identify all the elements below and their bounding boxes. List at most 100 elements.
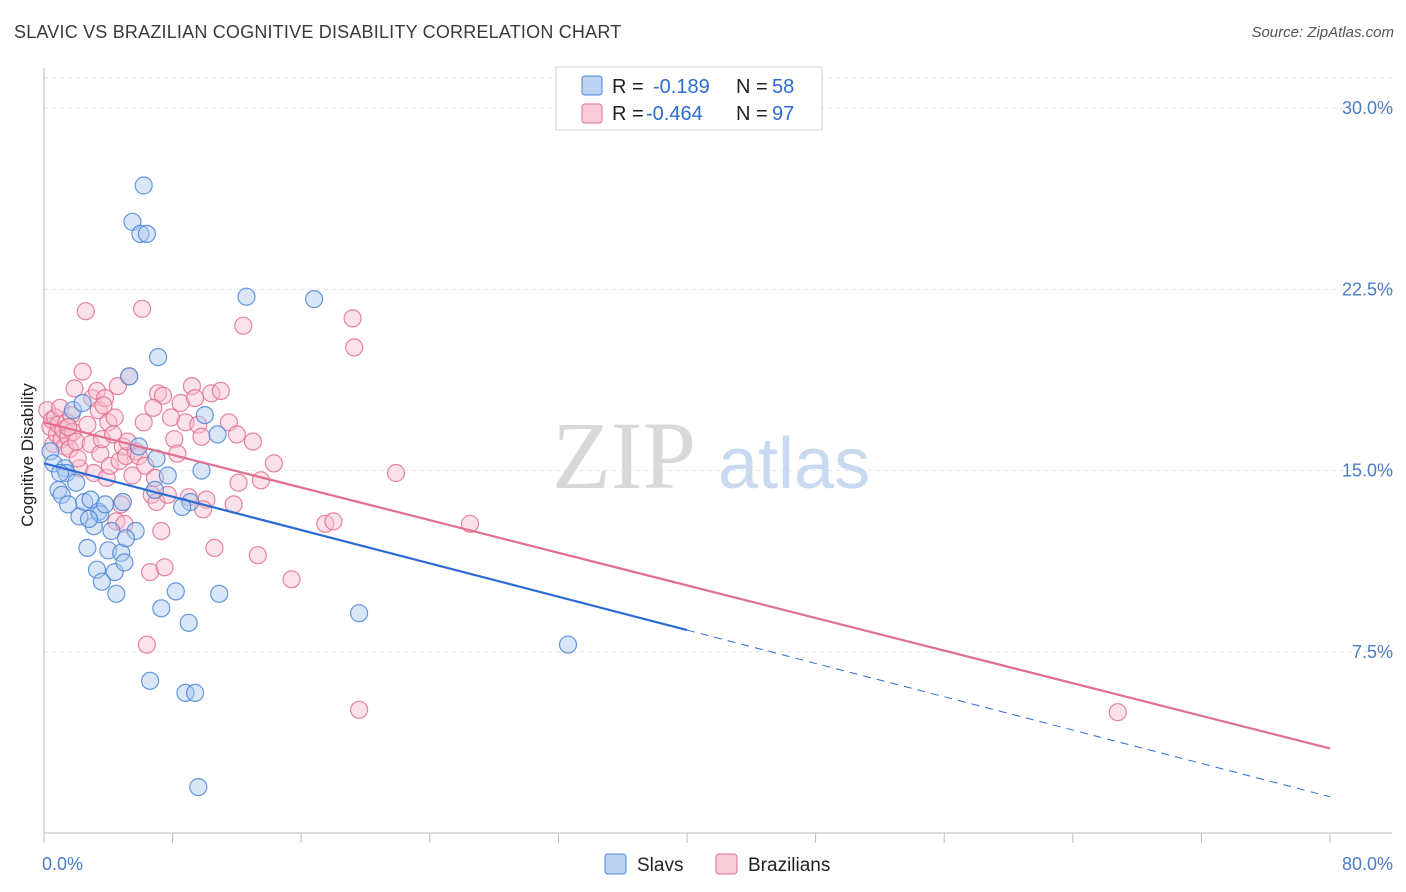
- slavs-point-10: [73, 393, 92, 413]
- brazilians-point-46: [133, 299, 152, 318]
- slavs-point-38: [158, 466, 177, 485]
- slavs-point-40: [176, 683, 195, 703]
- slavs-point-30: [131, 224, 150, 243]
- grid-lines: [44, 77, 1392, 653]
- slavs-point-15: [87, 560, 107, 579]
- slavs-point-23: [112, 543, 131, 562]
- brazilians-trend-line: [43, 421, 1331, 750]
- brazilians-point-20: [76, 302, 95, 321]
- slavs-point-18: [95, 495, 115, 514]
- axes: [43, 68, 1392, 843]
- x-tick-label-1: 80.0%: [1342, 854, 1393, 874]
- brazilians-points: [38, 299, 1127, 722]
- brazilians-point-22: [81, 434, 100, 454]
- series-legend-label-slavs: Slavs: [637, 855, 683, 876]
- slavs-point-56: [116, 529, 136, 548]
- slavs-point-57: [92, 572, 112, 591]
- chart-source: Source: ZipAtlas.com: [1251, 24, 1394, 41]
- slavs-point-44: [189, 777, 208, 797]
- brazilians-point-74: [227, 425, 246, 444]
- brazilians-point-61: [171, 393, 190, 413]
- brazilians-point-10: [55, 437, 75, 456]
- slavs-point-50: [305, 290, 324, 309]
- slavs-point-24: [113, 492, 132, 512]
- slavs-point-46: [195, 406, 214, 425]
- slavs-point-49: [237, 287, 256, 306]
- legend-r-value-brazilians: -0.464: [646, 103, 703, 125]
- brazilians-point-77: [248, 546, 267, 565]
- brazilians-point-56: [153, 386, 173, 405]
- legend-n-value-slavs: 58: [772, 76, 794, 98]
- brazilians-point-75: [229, 473, 248, 492]
- brazilians-point-84: [345, 338, 364, 357]
- slavs-point-17: [91, 504, 110, 524]
- legend-r-label-brazilians: R =: [612, 103, 644, 125]
- brazilians-point-96: [243, 432, 263, 451]
- brazilians-point-32: [100, 456, 120, 475]
- legend-n-label-slavs: N =: [736, 76, 768, 98]
- brazilians-point-86: [386, 463, 406, 483]
- brazilians-point-45: [129, 447, 148, 466]
- y-tick-label-0: 7.5%: [1352, 642, 1393, 662]
- brazilians-point-70: [205, 538, 224, 558]
- series-legend-swatch-slavs: [604, 853, 627, 875]
- brazilians-point-21: [78, 415, 97, 434]
- slavs-point-28: [126, 521, 145, 541]
- slavs-point-26: [120, 367, 139, 386]
- slavs-point-12: [78, 538, 97, 558]
- slavs-point-21: [105, 562, 124, 582]
- slavs-point-43: [186, 683, 205, 703]
- slavs-point-37: [152, 599, 171, 618]
- brazilians-point-85: [350, 700, 369, 719]
- slavs-point-32: [137, 224, 156, 243]
- slavs-points: [41, 176, 578, 797]
- watermark-atlas: atlas: [718, 424, 870, 504]
- brazilians-point-34: [105, 408, 124, 427]
- brazilians-point-76: [234, 316, 253, 335]
- slavs-point-25: [115, 553, 134, 572]
- brazilians-point-19: [73, 362, 92, 381]
- y-tick-label-3: 30.0%: [1342, 98, 1393, 118]
- slavs-point-22: [107, 584, 126, 603]
- y-tick-label-1: 15.0%: [1342, 461, 1393, 481]
- brazilians-point-48: [136, 456, 155, 475]
- y-tick-label-2: 22.5%: [1342, 279, 1393, 299]
- chart-title: SLAVIC VS BRAZILIAN COGNITIVE DISABILITY…: [14, 22, 622, 42]
- y-tick-labels: 7.5% 15.0% 22.5% 30.0%: [1342, 98, 1393, 662]
- brazilians-point-41: [116, 447, 136, 466]
- legend-swatch-slavs: [581, 75, 603, 96]
- slavs-point-54: [79, 509, 99, 529]
- watermark: ZIP atlas: [552, 402, 870, 509]
- trend-lines: [43, 421, 1331, 798]
- slavs-point-52: [558, 635, 578, 654]
- brazilians-point-57: [155, 558, 174, 577]
- brazilians-point-54: [149, 384, 168, 403]
- brazilians-point-27: [91, 444, 110, 463]
- brazilians-point-83: [343, 309, 362, 328]
- brazilians-point-16: [65, 379, 84, 398]
- series-legend-swatch-brazilians: [715, 853, 738, 875]
- brazilians-point-88: [1108, 703, 1127, 722]
- brazilians-point-43: [123, 466, 142, 485]
- legend-swatch-brazilians: [581, 103, 603, 124]
- legend-n-label-brazilians: N =: [736, 103, 768, 125]
- slavs-point-20: [102, 521, 121, 541]
- brazilians-point-59: [161, 408, 181, 427]
- brazilians-point-64: [182, 377, 201, 396]
- legend-r-value-slavs: -0.189: [653, 76, 710, 98]
- watermark-zip: ZIP: [552, 402, 696, 509]
- brazilians-point-82: [324, 512, 343, 531]
- x-tick-label-0: 0.0%: [42, 854, 83, 874]
- brazilians-point-93: [144, 398, 163, 417]
- brazilians-point-65: [186, 389, 205, 408]
- slavs-point-8: [67, 473, 86, 492]
- slavs-point-51: [350, 604, 369, 623]
- brazilians-point-67: [192, 427, 211, 446]
- brazilians-point-80: [282, 570, 301, 589]
- brazilians-point-60: [165, 430, 184, 449]
- brazilians-point-78: [251, 471, 271, 490]
- brazilians-point-29: [95, 389, 115, 408]
- slavs-trend-line: [43, 462, 688, 632]
- brazilians-point-47: [134, 413, 153, 432]
